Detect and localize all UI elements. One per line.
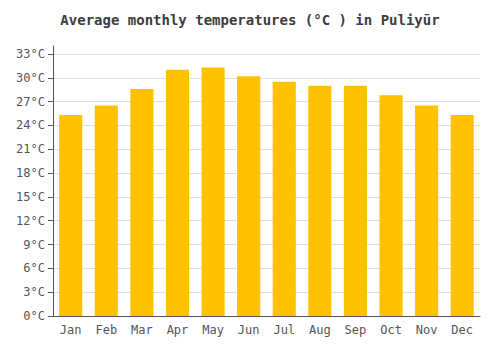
svg-text:15°C: 15°C bbox=[16, 190, 45, 204]
svg-text:Sep: Sep bbox=[345, 323, 367, 337]
svg-text:Jul: Jul bbox=[273, 323, 295, 337]
svg-text:Mar: Mar bbox=[131, 323, 153, 337]
svg-text:Jun: Jun bbox=[238, 323, 260, 337]
svg-text:Nov: Nov bbox=[416, 323, 438, 337]
svg-text:Feb: Feb bbox=[95, 323, 117, 337]
svg-text:0°C: 0°C bbox=[23, 309, 45, 323]
svg-text:21°C: 21°C bbox=[16, 142, 45, 156]
svg-text:Jan: Jan bbox=[60, 323, 82, 337]
svg-text:Dec: Dec bbox=[451, 323, 473, 337]
svg-text:Average monthly temperatures (: Average monthly temperatures (°C ) in Pu… bbox=[60, 12, 439, 28]
svg-text:3°C: 3°C bbox=[23, 285, 45, 299]
svg-text:Apr: Apr bbox=[167, 323, 189, 337]
svg-text:12°C: 12°C bbox=[16, 214, 45, 228]
svg-text:30°C: 30°C bbox=[16, 71, 45, 85]
svg-text:33°C: 33°C bbox=[16, 47, 45, 61]
svg-text:9°C: 9°C bbox=[23, 238, 45, 252]
svg-text:27°C: 27°C bbox=[16, 95, 45, 109]
svg-text:Oct: Oct bbox=[380, 323, 402, 337]
svg-text:24°C: 24°C bbox=[16, 118, 45, 132]
svg-text:Aug: Aug bbox=[309, 323, 331, 337]
svg-text:6°C: 6°C bbox=[23, 261, 45, 275]
svg-text:18°C: 18°C bbox=[16, 166, 45, 180]
svg-text:May: May bbox=[202, 323, 224, 337]
